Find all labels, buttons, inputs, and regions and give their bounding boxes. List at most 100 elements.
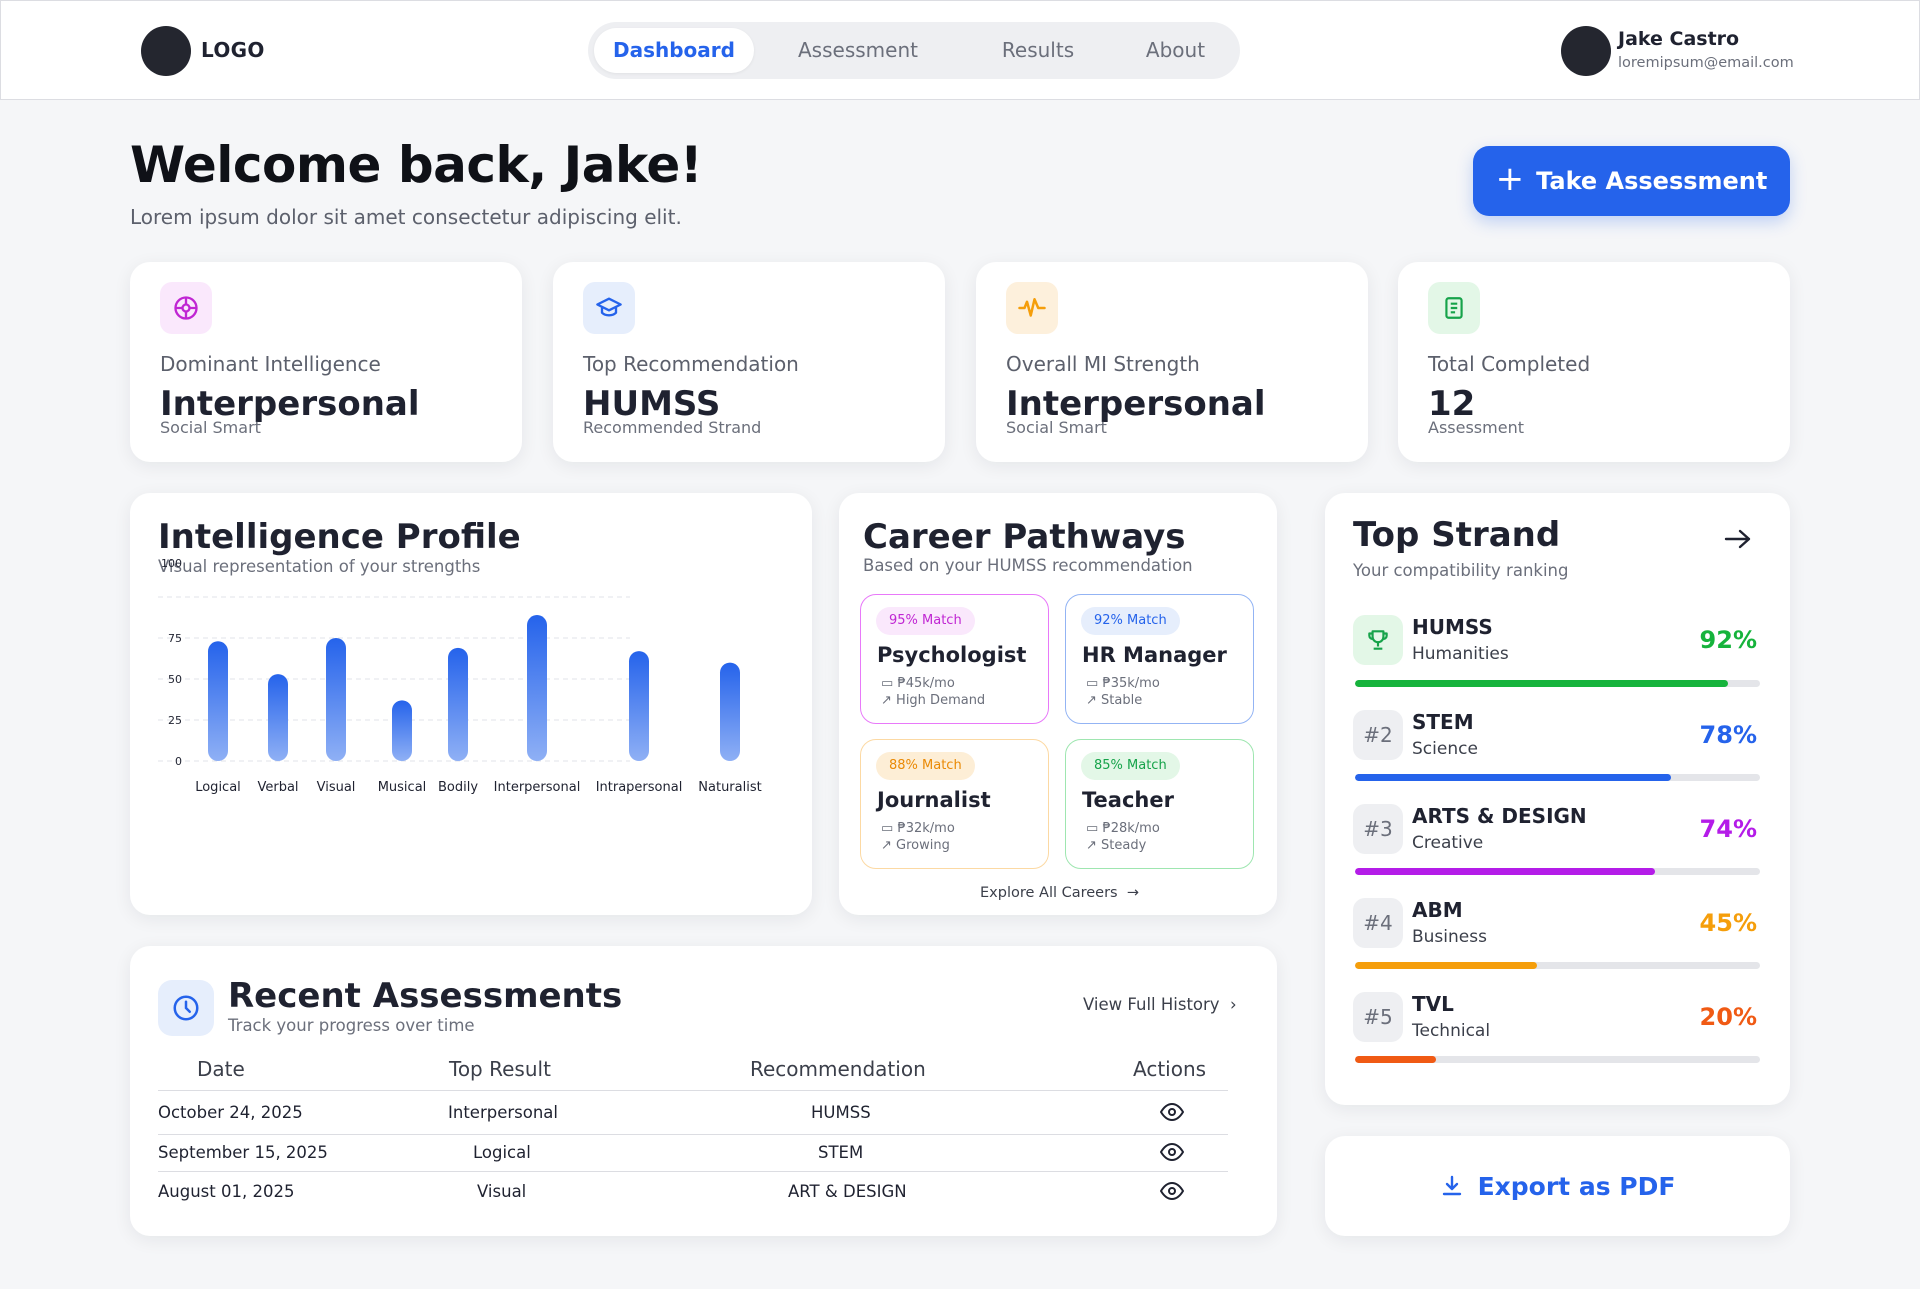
row-recommendation: STEM [818, 1143, 864, 1162]
cash-icon: ▭ [1086, 821, 1099, 836]
export-pdf-button[interactable]: Export as PDF [1325, 1136, 1790, 1236]
bar-verbal [268, 674, 288, 761]
y-tick-label: 75 [168, 632, 182, 645]
pulse-icon [1006, 282, 1058, 334]
strand-percent: 92% [1699, 626, 1757, 654]
match-badge: 85% Match [1081, 752, 1180, 780]
trend-icon: ↗ [881, 838, 892, 853]
clock-icon [158, 980, 214, 1036]
bar-logical [208, 641, 228, 761]
career-card-psychologist[interactable]: 95% Match Psychologist ▭ ₱45k/mo ↗ High … [860, 594, 1049, 724]
strand-category: Technical [1412, 1021, 1491, 1041]
stat-value: 12 [1428, 384, 1476, 424]
strand-percent: 45% [1699, 909, 1757, 937]
salary-text: ₱28k/mo [1102, 821, 1160, 836]
nav-tabs: Dashboard Assessment Results About [588, 22, 1240, 79]
trend-icon: ↗ [1086, 838, 1097, 853]
row-result: Logical [473, 1143, 531, 1162]
stat-sub: Recommended Strand [583, 418, 762, 437]
cash-icon: ▭ [1086, 676, 1099, 691]
stat-sub: Social Smart [1006, 418, 1107, 437]
brain-icon [160, 282, 212, 334]
x-tick-label: Logical [195, 780, 241, 795]
eye-icon[interactable] [1159, 1142, 1185, 1166]
x-tick-label: Bodily [438, 780, 478, 795]
view-full-history-link[interactable]: View Full History › [1083, 995, 1237, 1014]
cash-icon: ▭ [881, 821, 894, 836]
strand-percent: 74% [1699, 815, 1757, 843]
y-tick-label: 100 [161, 557, 182, 570]
tab-results[interactable]: Results [1001, 38, 1075, 62]
trend: ↗ Steady [1086, 838, 1146, 853]
arrow-right-icon[interactable] [1723, 527, 1753, 555]
column-header-recommendation: Recommendation [750, 1057, 926, 1081]
strand-name: ABM [1412, 898, 1463, 922]
eye-icon[interactable] [1159, 1102, 1185, 1126]
salary-text: ₱35k/mo [1102, 676, 1160, 691]
strand-progress [1355, 680, 1760, 687]
stat-card-recommendation: Top Recommendation HUMSS Recommended Str… [553, 262, 945, 462]
row-date: September 15, 2025 [158, 1143, 328, 1162]
graduation-cap-icon [583, 282, 635, 334]
chevron-right-icon: › [1224, 995, 1237, 1014]
strand-category: Business [1412, 927, 1487, 947]
column-header-top-result: Top Result [449, 1057, 551, 1081]
career-card-journalist[interactable]: 88% Match Journalist ▭ ₱32k/mo ↗ Growing [860, 739, 1049, 869]
trend-text: Steady [1101, 838, 1147, 853]
career-name: Journalist [877, 788, 991, 812]
bar-visual [326, 638, 346, 761]
download-icon [1442, 1175, 1461, 1196]
arrow-right-icon: → [1122, 885, 1139, 901]
salary: ▭ ₱45k/mo [881, 676, 955, 691]
bar-naturalist [720, 662, 740, 761]
career-name: Teacher [1082, 788, 1174, 812]
strand-name: TVL [1412, 992, 1454, 1016]
plus-icon: + [1495, 159, 1525, 199]
view-history-label: View Full History [1083, 995, 1220, 1014]
y-tick-label: 25 [168, 714, 182, 727]
avatar[interactable] [1561, 26, 1611, 76]
intelligence-subtitle: Visual representation of your strengths [158, 557, 481, 576]
trend: ↗ Growing [881, 838, 950, 853]
x-tick-label: Verbal [257, 780, 298, 795]
recent-assessments-card: Recent Assessments Track your progress o… [130, 946, 1277, 1236]
trophy-icon [1353, 615, 1403, 665]
tab-assessment[interactable]: Assessment [798, 38, 918, 62]
stat-label: Total Completed [1428, 352, 1591, 376]
strand-progress-fill [1355, 680, 1728, 687]
explore-all-careers-link[interactable]: Explore All Careers → [980, 885, 1139, 901]
strand-percent: 20% [1699, 1003, 1757, 1031]
career-card-hr-manager[interactable]: 92% Match HR Manager ▭ ₱35k/mo ↗ Stable [1065, 594, 1254, 724]
export-label: Export as PDF [1477, 1171, 1676, 1201]
career-card-teacher[interactable]: 85% Match Teacher ▭ ₱28k/mo ↗ Steady [1065, 739, 1254, 869]
trend-text: Stable [1101, 693, 1143, 708]
tab-about[interactable]: About [1145, 38, 1206, 62]
strand-progress-fill [1355, 868, 1655, 875]
x-tick-label: Musical [378, 780, 427, 795]
explore-label: Explore All Careers [980, 885, 1118, 901]
x-tick-label: Naturalist [698, 780, 761, 795]
divider [158, 1090, 1228, 1091]
divider [158, 1134, 1228, 1135]
cash-icon: ▭ [881, 676, 894, 691]
take-assessment-button[interactable]: + Take Assessment [1473, 146, 1790, 216]
tab-dashboard[interactable]: Dashboard [594, 28, 754, 73]
eye-icon[interactable] [1159, 1181, 1185, 1205]
user-name: Jake Castro [1618, 28, 1740, 50]
logo-text[interactable]: LOGO [201, 38, 265, 62]
salary: ▭ ₱32k/mo [881, 821, 955, 836]
row-date: August 01, 2025 [158, 1182, 295, 1201]
match-badge: 92% Match [1081, 607, 1180, 635]
logo-icon[interactable] [141, 26, 191, 76]
strand-percent: 78% [1699, 721, 1757, 749]
trend-icon: ↗ [881, 693, 892, 708]
strand-title: Top Strand [1353, 515, 1561, 555]
strand-progress [1355, 868, 1760, 875]
strand-progress-fill [1355, 1056, 1436, 1063]
intelligence-title: Intelligence Profile [158, 517, 521, 557]
stat-card-completed: Total Completed 12 Assessment [1398, 262, 1790, 462]
recent-subtitle: Track your progress over time [228, 1016, 475, 1035]
bar-interpersonal [527, 615, 547, 761]
strand-progress [1355, 774, 1760, 781]
row-recommendation: HUMSS [811, 1103, 871, 1122]
